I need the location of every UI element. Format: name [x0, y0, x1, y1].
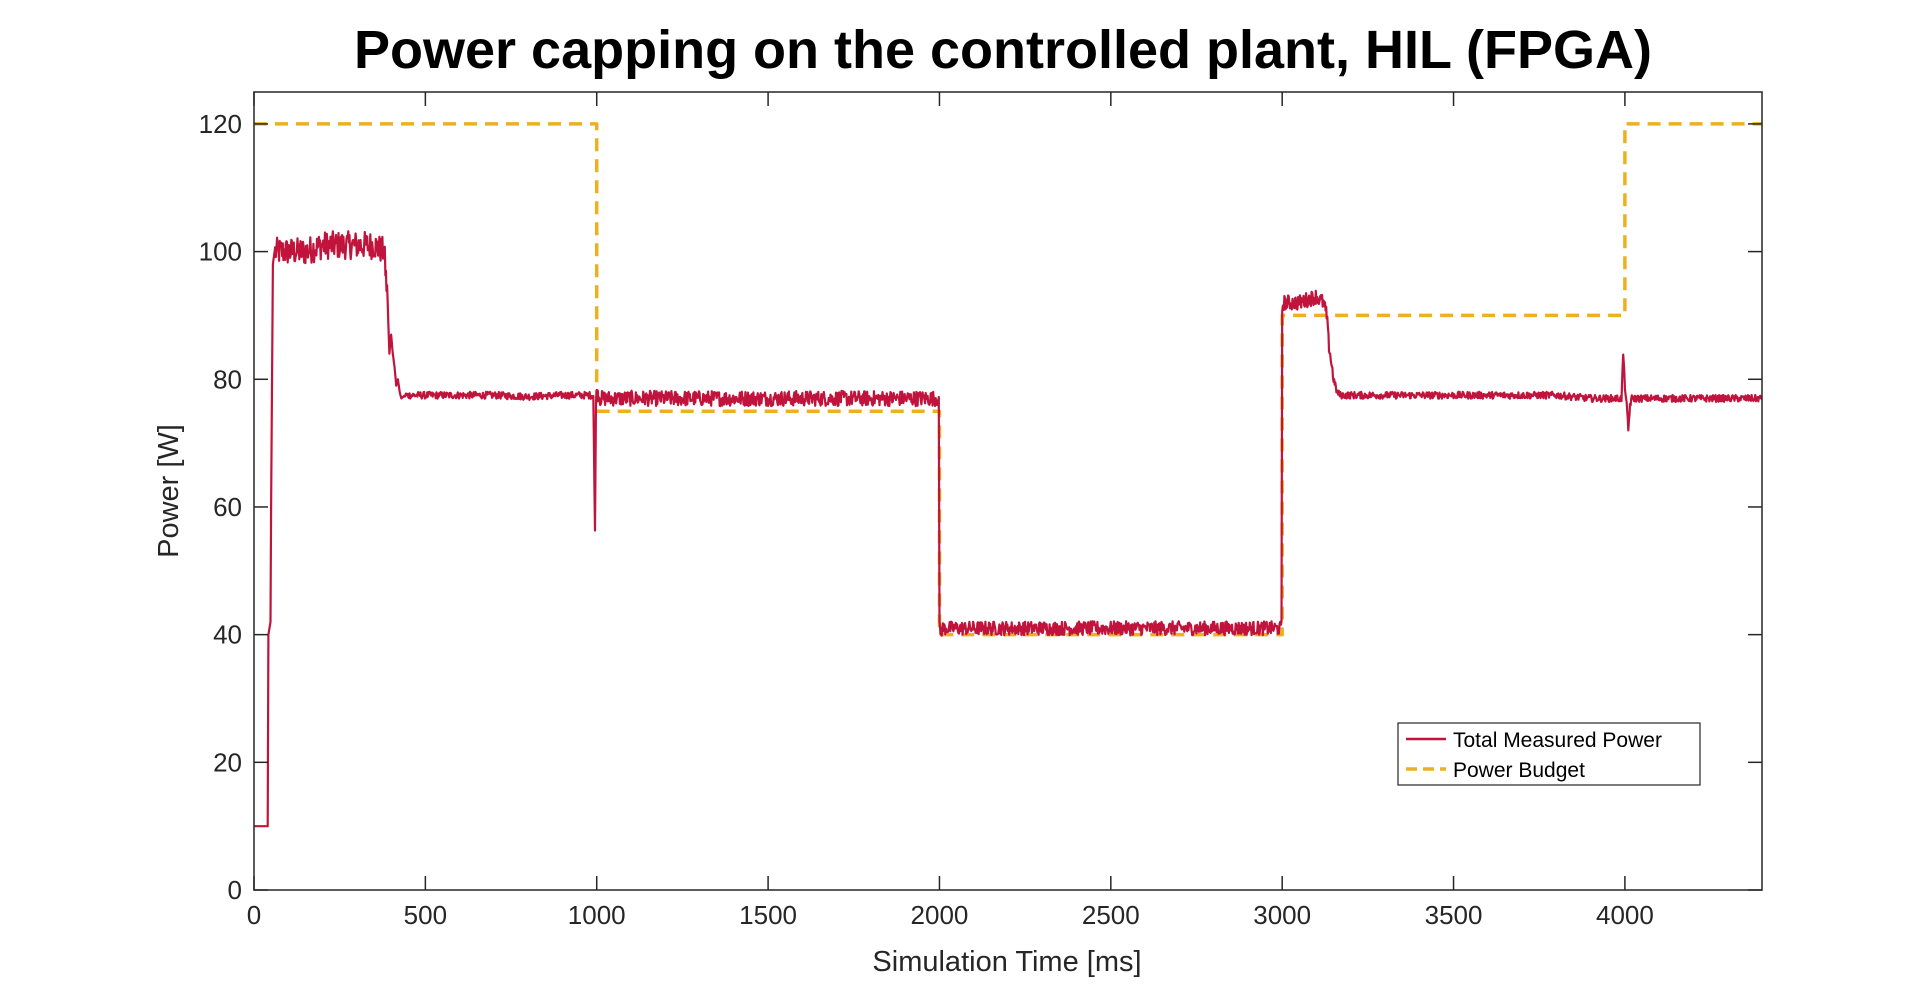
chart-title: Power capping on the controlled plant, H… [354, 20, 1652, 80]
x-tick-label: 2500 [1082, 900, 1140, 930]
x-tick-label: 3000 [1253, 900, 1311, 930]
legend: Total Measured Power Power Budget [1397, 722, 1701, 786]
tick-layer: 0 500 1000 1500 2000 2500 3000 3500 4000 0 20 40 60 8… [199, 92, 1762, 930]
x-tick-label: 500 [404, 900, 447, 930]
x-tick-label: 0 [247, 900, 261, 930]
y-tick-label: 120 [199, 109, 242, 139]
legend-box [1397, 722, 1701, 786]
y-tick-label: 100 [199, 237, 242, 267]
legend-label-power-budget: Power Budget [1453, 759, 1585, 782]
plot-frame [253, 91, 1763, 891]
x-tick-label: 2000 [911, 900, 969, 930]
series-layer [253, 122, 1763, 828]
series-line-total-measured-power [253, 230, 1763, 828]
y-tick-label: 40 [213, 620, 242, 650]
x-tick-label: 1000 [568, 900, 626, 930]
x-tick-label: 1500 [739, 900, 797, 930]
x-axis-label: Simulation Time [ms] [872, 946, 1141, 978]
y-axis-label: Power [W] [153, 424, 185, 558]
x-tick-label: 4000 [1596, 900, 1654, 930]
legend-label-total-measured-power: Total Measured Power [1453, 729, 1662, 752]
y-tick-label: 20 [213, 747, 242, 777]
y-tick-label: 80 [213, 364, 242, 394]
x-tick-label: 3500 [1425, 900, 1483, 930]
y-tick-label: 60 [213, 492, 242, 522]
y-tick-label: 0 [228, 875, 242, 905]
series-line-power-budget [254, 122, 1762, 637]
